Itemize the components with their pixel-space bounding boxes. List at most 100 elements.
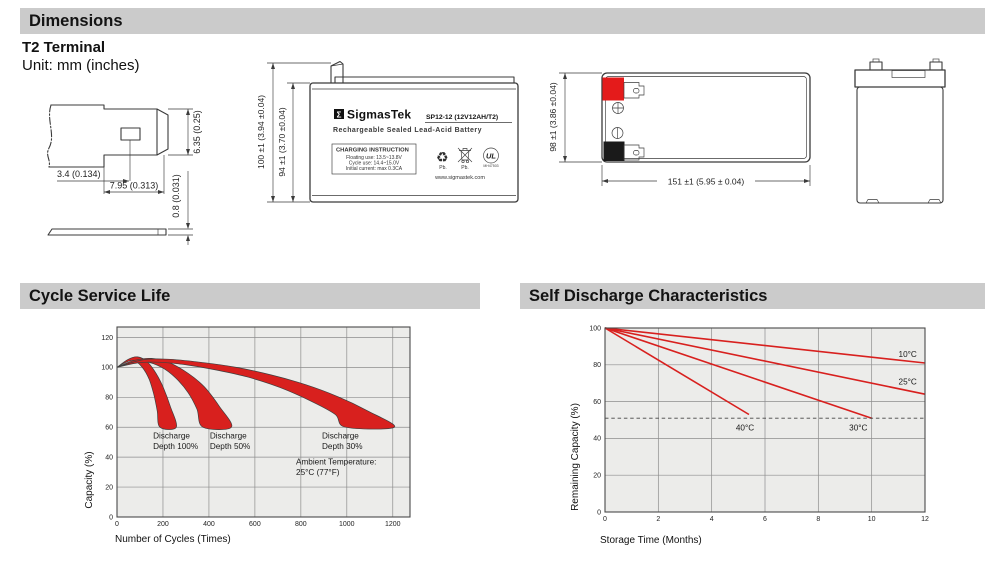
y-tick-label: 120 [101, 335, 113, 342]
section-header-self-discharge: Self Discharge Characteristics [520, 283, 985, 309]
website-text: www.sigmastek.com [434, 175, 485, 181]
plot-border [604, 327, 926, 513]
ul-icon: UL MH47503 [483, 147, 499, 168]
annotation: Ambient Temperature: [296, 458, 376, 467]
svg-text:MH47503: MH47503 [483, 164, 498, 168]
x-axis-label: Number of Cycles (Times) [115, 534, 231, 545]
y-tick-label: 80 [105, 395, 113, 402]
negative-terminal-symbol-icon [611, 127, 624, 139]
annotation: Discharge [153, 431, 190, 440]
annotation: Discharge [210, 431, 247, 440]
line-10-c [604, 327, 926, 364]
terminal-outline [47, 104, 169, 168]
side-view-outline [854, 58, 946, 204]
charging-line-3: Initial current: max 0.3CA [346, 166, 403, 172]
dim-tab-label: 7.95 (0.313) [110, 181, 159, 191]
charging-instruction-box [331, 143, 417, 175]
x-tick-label: 8 [816, 516, 820, 523]
negative-terminal-pad [603, 141, 625, 161]
x-tick-label: 2 [656, 516, 660, 523]
battery-top-view: 98 ±1 (3.86 ±0.04) 151 ±1 (5.95 ± 0.04) [548, 72, 811, 187]
battery-side-view [854, 58, 946, 204]
line-25-c [604, 327, 926, 395]
svg-text:UL: UL [486, 152, 496, 161]
label-subtitle: Rechargeable Sealed Lead-Acid Battery [333, 127, 482, 134]
section-header-cycle-service-life: Cycle Service Life [20, 283, 480, 309]
x-tick-label: 1200 [385, 521, 401, 528]
x-tick-label: 800 [295, 521, 307, 528]
y-tick-label: 80 [593, 362, 601, 369]
terminal-detail-drawing: 3.4 (0.134) 7.95 (0.313) 6.35 (0.25) 0.8… [47, 104, 202, 245]
battery-front-view: 100 ±1 (3.94 ±0.04) 94 ±1 (3.70 ±0.04) Σ… [256, 60, 519, 203]
section-header-dimensions: Dimensions [20, 8, 985, 34]
svg-text:Pb.: Pb. [439, 165, 447, 171]
self-discharge-chart: 0 20 40 60 80 100 0 2 4 6 8 10 12 Storage Time (Month… [570, 325, 929, 546]
dim-width-label: 151 ±1 (5.95 ± 0.04) [668, 177, 745, 187]
terminal-plate-outline [47, 228, 167, 236]
y-tick-label: 0 [597, 509, 601, 516]
x-tick-label: 12 [921, 516, 929, 523]
x-tick-label: 0 [115, 521, 119, 528]
battery-label: Σ SigmasTek SP12-12 (12V12AH/T2) Recharg… [331, 108, 512, 181]
series-label: 25°C [899, 377, 917, 386]
plot-border [116, 326, 411, 518]
y-tick-label: 60 [105, 425, 113, 432]
y-axis-label: Capacity (%) [84, 451, 95, 508]
dim-height-label: 6.35 (0.25) [192, 110, 202, 154]
series-label: 40°C [736, 423, 754, 432]
series-label: 10°C [899, 350, 917, 359]
y-tick-label: 0 [109, 514, 113, 521]
front-outline [309, 60, 519, 203]
annotation: Discharge [322, 431, 359, 440]
y-tick-label: 40 [593, 436, 601, 443]
annotation: Depth 50% [210, 442, 251, 451]
top-view-dimensions: 98 ±1 (3.86 ±0.04) 151 ±1 (5.95 ± 0.04) [548, 72, 811, 187]
dim-outer-height-label: 100 ±1 (3.94 ±0.04) [256, 95, 266, 169]
y-axis-label: Remaining Capacity (%) [570, 403, 581, 511]
brand-name: SigmasTek [347, 108, 411, 122]
y-tick-label: 60 [593, 399, 601, 406]
band-discharge-depth-100% [116, 356, 177, 430]
y-tick-label: 100 [589, 325, 601, 332]
positive-terminal [602, 77, 645, 101]
x-tick-label: 1000 [339, 521, 355, 528]
front-dimensions: 100 ±1 (3.94 ±0.04) 94 ±1 (3.70 ±0.04) [256, 62, 331, 203]
brand-logo-icon [334, 109, 344, 119]
x-tick-label: 200 [157, 521, 169, 528]
brand-logo-glyph: Σ [337, 111, 342, 120]
y-tick-label: 20 [593, 473, 601, 480]
positive-terminal-pad [602, 77, 624, 101]
terminal-type-title: T2 Terminal [22, 39, 106, 56]
crossed-bin-pb-icon: Pb. [457, 147, 473, 171]
series-label: 30°C [849, 423, 867, 432]
charging-line-2: Cycle use: 14.4~15.0V [349, 161, 400, 167]
charging-line-1: Floating use: 13.5~13.8V [346, 155, 402, 161]
line-40-c [604, 327, 750, 416]
side-terminal-left [869, 58, 883, 71]
y-tick-label: 40 [105, 454, 113, 461]
line-30-c [604, 327, 872, 419]
band-discharge-depth-30% [116, 358, 396, 430]
recycle-pb-icon: ♻ Pb. [436, 149, 449, 171]
model-number: SP12-12 (12V12AH/T2) [426, 114, 498, 121]
positive-terminal-symbol-icon [612, 102, 624, 114]
x-tick-label: 4 [710, 516, 714, 523]
annotation: 25°C (77°F) [296, 468, 340, 477]
side-terminal-right [929, 58, 943, 71]
x-axis-label: Storage Time (Months) [600, 535, 702, 546]
dim-inner-height-label: 94 ±1 (3.70 ±0.04) [277, 107, 287, 177]
dim-depth-label: 98 ±1 (3.86 ±0.04) [548, 82, 558, 152]
charging-title: CHARGING INSTRUCTION [336, 148, 409, 154]
x-tick-label: 400 [203, 521, 215, 528]
x-tick-label: 10 [868, 516, 876, 523]
y-tick-label: 20 [105, 484, 113, 491]
terminal-thickness-dimension: 0.8 (0.031) [168, 171, 193, 245]
x-tick-label: 0 [603, 516, 607, 523]
dim-thickness-label: 0.8 (0.031) [171, 174, 181, 218]
dim-offset-label: 3.4 (0.134) [57, 169, 101, 179]
negative-terminal [603, 141, 645, 161]
annotation: Depth 30% [322, 442, 363, 451]
y-tick-label: 100 [101, 365, 113, 372]
